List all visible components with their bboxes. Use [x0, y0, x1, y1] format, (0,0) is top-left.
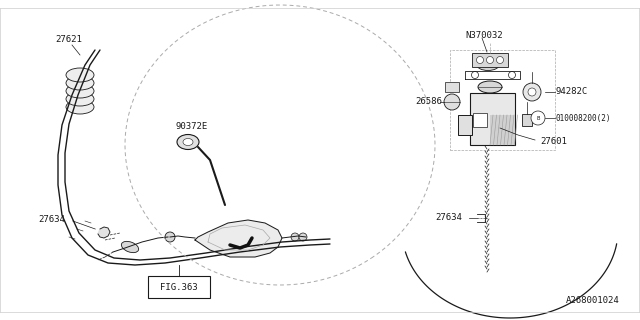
Ellipse shape: [66, 68, 94, 82]
Ellipse shape: [122, 241, 139, 252]
FancyBboxPatch shape: [458, 115, 472, 135]
Circle shape: [531, 111, 545, 125]
Text: 26586: 26586: [415, 98, 442, 107]
Text: 27601: 27601: [540, 138, 567, 147]
Ellipse shape: [177, 134, 199, 149]
Text: B: B: [536, 116, 540, 121]
Text: FIG.363: FIG.363: [160, 283, 198, 292]
Text: 27621: 27621: [55, 36, 82, 44]
Text: 27634: 27634: [38, 215, 65, 225]
FancyBboxPatch shape: [473, 113, 487, 127]
Ellipse shape: [478, 81, 502, 93]
Ellipse shape: [66, 92, 94, 106]
Polygon shape: [98, 227, 110, 238]
FancyBboxPatch shape: [148, 276, 210, 298]
Text: 27634: 27634: [435, 213, 462, 222]
Ellipse shape: [477, 60, 499, 70]
Ellipse shape: [66, 100, 94, 114]
Circle shape: [299, 233, 307, 241]
Text: 90372E: 90372E: [175, 122, 207, 131]
Circle shape: [165, 232, 175, 242]
FancyBboxPatch shape: [490, 115, 515, 145]
Circle shape: [509, 71, 515, 78]
Circle shape: [444, 94, 460, 110]
Text: 010008200(2): 010008200(2): [556, 114, 611, 123]
Ellipse shape: [66, 76, 94, 90]
FancyBboxPatch shape: [522, 114, 532, 126]
Ellipse shape: [183, 139, 193, 146]
Text: 94282C: 94282C: [556, 87, 588, 97]
Circle shape: [477, 57, 483, 63]
Circle shape: [528, 88, 536, 96]
Circle shape: [523, 83, 541, 101]
FancyBboxPatch shape: [472, 53, 508, 67]
Text: N370032: N370032: [465, 30, 502, 39]
Circle shape: [472, 71, 479, 78]
Circle shape: [497, 57, 504, 63]
FancyBboxPatch shape: [445, 82, 459, 92]
FancyBboxPatch shape: [470, 93, 515, 145]
Polygon shape: [195, 220, 282, 257]
Circle shape: [486, 57, 493, 63]
Text: A268001024: A268001024: [566, 296, 620, 305]
Ellipse shape: [66, 84, 94, 98]
Circle shape: [291, 233, 299, 241]
